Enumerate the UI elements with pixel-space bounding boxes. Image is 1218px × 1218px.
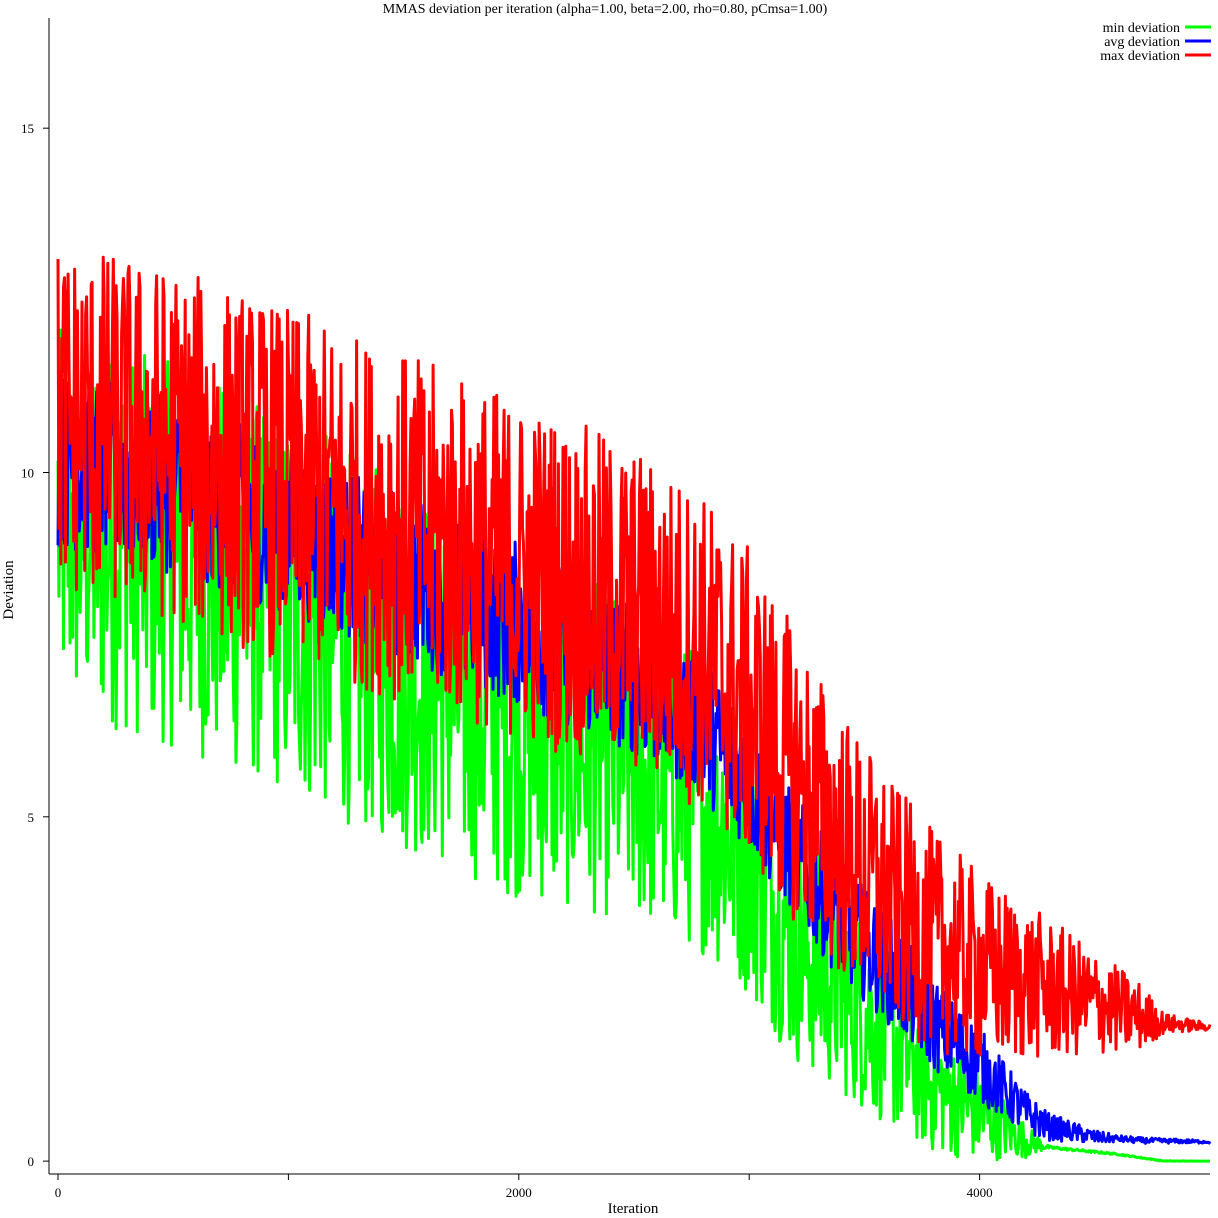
- chart-title: MMAS deviation per iteration (alpha=1.00…: [383, 2, 828, 17]
- x-tick-label: 0: [55, 1185, 62, 1200]
- y-tick-label: 0: [28, 1154, 35, 1169]
- legend-label: avg deviation: [1104, 35, 1180, 50]
- plot-area: 0 2000 4000 0 5 10 15: [21, 18, 1212, 1200]
- legend-label: min deviation: [1103, 21, 1180, 36]
- y-axis-ticks: 0 5 10 15: [21, 121, 49, 1169]
- series-line-max-deviation: [56, 255, 1212, 1058]
- x-axis-ticks: 0 2000 4000: [55, 1174, 993, 1200]
- y-tick-label: 15: [21, 121, 34, 136]
- x-tick-label: 4000: [967, 1185, 993, 1200]
- y-axis-label: Deviation: [1, 560, 17, 620]
- legend-label: max deviation: [1100, 49, 1180, 64]
- y-tick-label: 10: [21, 465, 34, 480]
- x-axis-label: Iteration: [608, 1201, 659, 1217]
- y-tick-label: 5: [28, 810, 35, 825]
- x-tick-label: 2000: [506, 1185, 532, 1200]
- series-lines: [56, 255, 1212, 1163]
